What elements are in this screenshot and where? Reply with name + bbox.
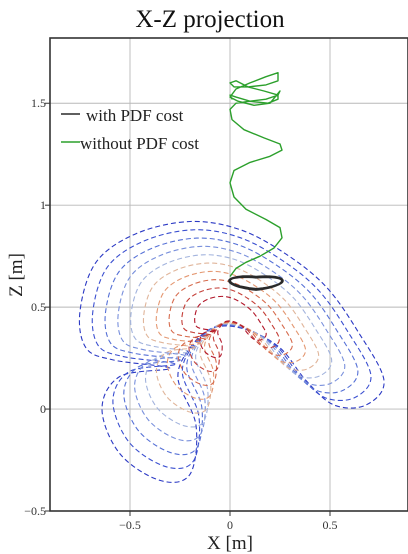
x-tick-label: −0.5 (119, 518, 141, 532)
contour-level-1 (78, 220, 385, 483)
contour-level-2 (91, 229, 372, 470)
x-tick-label: 0 (227, 518, 233, 532)
y-tick-label: 1.5 (31, 96, 46, 110)
x-axis-ticks: −0.5 0 0.5 (119, 511, 338, 532)
density-contours (78, 220, 385, 483)
y-axis-ticks: −0.5 0 0.5 1 1.5 (24, 96, 50, 518)
y-axis-label: Z [m] (6, 253, 27, 297)
contour-level-3 (104, 237, 359, 456)
series-line-with-pdf-cost (228, 275, 284, 291)
legend: with PDF cost without PDF cost (61, 106, 199, 153)
series-line-without-pdf-cost (229, 72, 283, 277)
contour-level-8 (168, 279, 293, 386)
legend-label-without-pdf: without PDF cost (80, 134, 199, 153)
x-tick-label: 0.5 (323, 518, 338, 532)
chart-title: X-Z projection (135, 6, 285, 33)
contour-level-7 (155, 270, 307, 400)
contour-level-9 (181, 287, 280, 373)
x-axis-label: X [m] (207, 533, 253, 554)
contour-level-4 (117, 245, 346, 442)
contour-level-10 (194, 295, 267, 359)
trajectory-series (228, 72, 284, 291)
contour-level-6 (142, 262, 320, 414)
y-tick-label: 0.5 (31, 300, 46, 314)
plot-frame (49, 37, 408, 512)
contour-level-5 (130, 254, 333, 428)
y-tick-label: −0.5 (24, 504, 46, 518)
y-tick-label: 0 (40, 402, 46, 416)
y-tick-label: 1 (40, 198, 46, 212)
legend-label-with-pdf: with PDF cost (86, 106, 184, 125)
